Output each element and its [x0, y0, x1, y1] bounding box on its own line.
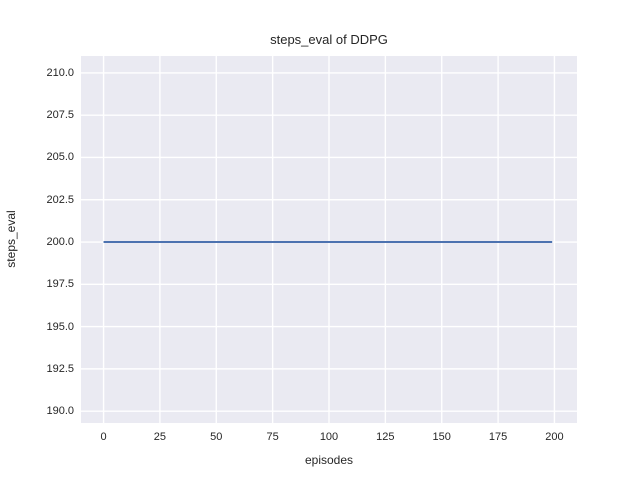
y-tick-label: 197.5 — [46, 278, 74, 291]
y-axis-label: steps_eval — [4, 210, 18, 268]
y-tick-label: 210.0 — [46, 66, 74, 79]
x-tick-label: 25 — [153, 431, 167, 443]
x-tick-label: 175 — [488, 431, 508, 443]
x-tick-label: 0 — [100, 431, 107, 443]
y-tick-label: 200.0 — [46, 236, 74, 249]
y-tick-label: 192.5 — [46, 362, 74, 375]
y-tick-label: 195.0 — [46, 320, 74, 333]
x-tick-label: 50 — [210, 431, 223, 443]
x-axis-label: episodes — [304, 453, 354, 467]
x-tick-label: 75 — [266, 431, 279, 443]
y-tick-label: 207.5 — [46, 109, 74, 122]
x-tick-label: 150 — [432, 431, 451, 443]
plot-area — [81, 56, 577, 423]
y-tick-label: 205.0 — [46, 151, 74, 164]
chart-title: steps_eval of DDPG — [270, 32, 388, 47]
x-tick-label: 100 — [319, 431, 339, 443]
line-chart-canvas — [81, 56, 577, 423]
x-tick-label: 200 — [545, 431, 564, 443]
y-tick-label: 190.0 — [46, 405, 74, 418]
x-tick-label: 125 — [376, 431, 395, 443]
y-tick-label: 202.5 — [46, 193, 74, 206]
